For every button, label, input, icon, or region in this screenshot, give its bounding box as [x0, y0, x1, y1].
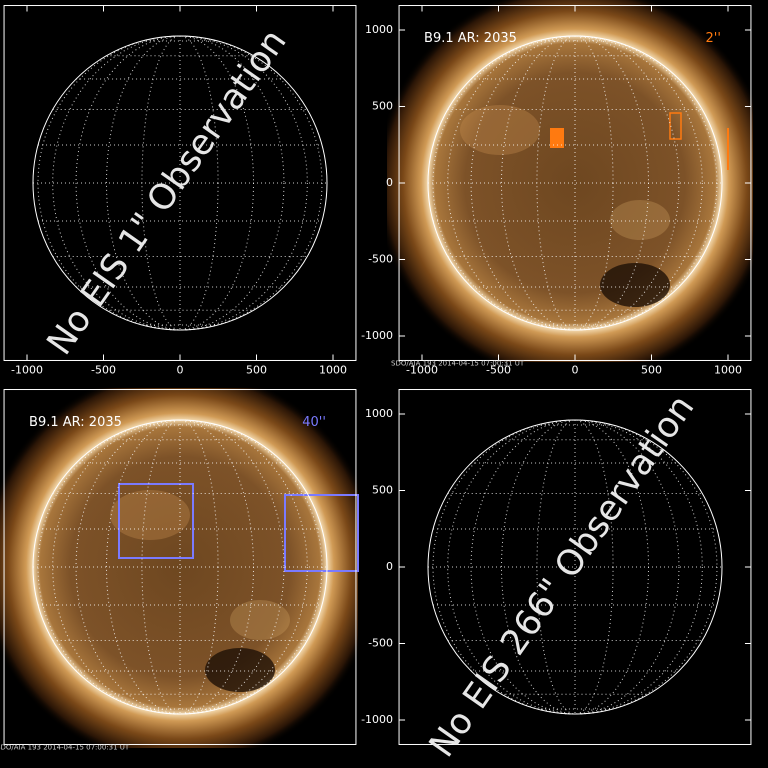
longitude-line [52, 35, 308, 331]
x-tick-label: -500 [91, 363, 116, 376]
y-tick-label: 1000 [365, 23, 393, 36]
image-caption: SDO/AIA 193 2014-04-15 07:00:31 UT [0, 743, 130, 751]
longitude-line [447, 419, 703, 715]
longitude-line [52, 419, 308, 715]
longitude-line [75, 35, 285, 331]
eis-window [669, 112, 682, 140]
y-tick-label: 1000 [365, 407, 393, 420]
panel: B9.1 AR: 2035 40'' SDO/AIA 193 2014-04-15 … [0, 389, 357, 751]
panel: -1000 -500 0 500 1000 1000 500 0 -500 -1000 B9.1 A… [361, 5, 752, 376]
y-tick-label: 0 [386, 560, 393, 573]
scale-label: 40'' [302, 415, 326, 430]
y-tick-label: 0 [386, 176, 393, 189]
image-caption: SDO/AIA 193 2014-04-15 07:00:31 UT [391, 359, 525, 367]
scale-label: 2'' [706, 31, 721, 46]
y-tick-label: -1000 [361, 713, 393, 726]
x-tick-label: 500 [246, 363, 267, 376]
solar-limb [32, 35, 328, 331]
x-tick-label: 1000 [319, 363, 347, 376]
y-tick-label: -1000 [361, 329, 393, 342]
axes-frame [3, 389, 357, 745]
eis-window [550, 128, 564, 148]
x-tick-label: 0 [177, 363, 184, 376]
ar-label: B9.1 AR: 2035 [29, 415, 122, 430]
y-tick-label: 500 [372, 484, 393, 497]
x-tick-label: 500 [641, 363, 662, 376]
eis-window [118, 483, 194, 559]
longitude-line [470, 419, 680, 715]
sun-image [387, 0, 753, 362]
solar-limb [427, 35, 723, 331]
y-tick-label: -500 [368, 253, 393, 266]
x-tick-label: -500 [486, 363, 511, 376]
x-tick-label: -1000 [406, 363, 438, 376]
x-tick-label: 1000 [714, 363, 742, 376]
longitude-line [470, 35, 680, 331]
solar-limb [32, 419, 328, 715]
solar-limb [427, 419, 723, 715]
y-tick-label: -500 [368, 637, 393, 650]
y-tick-label: 500 [372, 100, 393, 113]
longitude-line [75, 419, 285, 715]
longitude-line [447, 35, 703, 331]
ar-label: B9.1 AR: 2035 [424, 31, 517, 46]
sun-image [0, 388, 358, 748]
x-tick-label: 0 [572, 363, 579, 376]
x-tick-label: -1000 [11, 363, 43, 376]
